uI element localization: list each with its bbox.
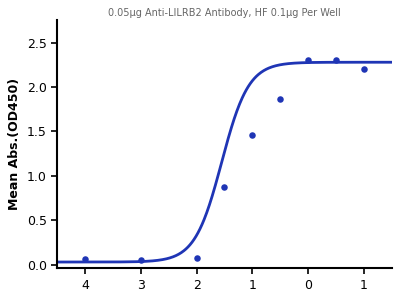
Point — [249, 133, 256, 137]
Point — [333, 58, 339, 63]
Point — [221, 185, 228, 190]
Point — [194, 255, 200, 260]
Point — [361, 67, 367, 72]
Point — [82, 257, 88, 262]
Point — [138, 258, 144, 263]
Point — [305, 58, 311, 63]
Point — [277, 96, 284, 101]
Title: 0.05μg Anti-LILRB2 Antibody, HF 0.1μg Per Well: 0.05μg Anti-LILRB2 Antibody, HF 0.1μg Pe… — [108, 8, 341, 18]
Y-axis label: Mean Abs.(OD450): Mean Abs.(OD450) — [8, 78, 21, 210]
